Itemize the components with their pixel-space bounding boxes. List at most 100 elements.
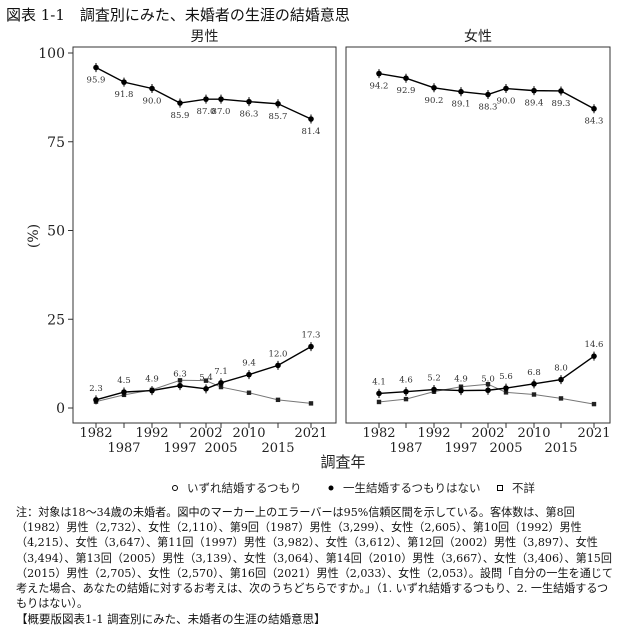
x-tick-label: 1987 [389,441,422,456]
x-axis-label: 調査年 [320,453,365,471]
data-point-never-marry [149,387,155,394]
data-point-marry-someday [121,79,127,85]
y-tick-label: 75 [47,135,65,151]
x-tick-label: 2005 [204,441,237,456]
panel-title: 女性 [464,28,492,45]
y-tick-label: 100 [38,46,65,62]
data-point-never-marry [431,386,437,393]
data-label-marry-someday: 85.9 [171,111,190,121]
x-tick-label: 2010 [232,426,265,441]
legend-label: いずれ結婚するつもり [187,481,302,495]
y-axis-label: (%) [26,224,42,248]
data-point-unknown [485,382,491,387]
data-label-marry-someday: 87.0 [212,107,231,117]
data-label-never-marry: 4.9 [454,375,468,385]
data-point-never-marry [308,343,314,350]
data-label-never-marry: 5.2 [427,374,441,384]
x-tick-label: 2002 [189,426,222,441]
data-label-never-marry: 2.3 [89,384,103,394]
data-label-marry-someday: 95.9 [87,76,106,86]
data-point-never-marry [177,382,183,389]
x-tick-label: 2002 [471,426,504,441]
data-point-never-marry [403,388,409,395]
data-label-marry-someday: 85.7 [269,112,288,122]
data-label-never-marry: 7.1 [214,367,228,377]
data-label-never-marry: 4.9 [145,375,159,385]
data-point-marry-someday [431,84,437,91]
data-point-unknown [203,378,209,383]
data-point-unknown [403,396,409,402]
notes: 注：対象は18～34歳の未婚者。図中のマーカー上のエラーバーは95%信頼区間を示… [16,506,613,611]
data-point-marry-someday [203,96,209,102]
x-tick-label: 1987 [107,441,140,456]
data-label-marry-someday: 91.8 [115,90,134,100]
x-tick-label: 1992 [135,426,168,441]
data-label-marry-someday: 81.4 [302,127,321,137]
data-point-unknown [531,392,537,397]
data-point-marry-someday [275,100,281,107]
data-label-never-marry: 8.0 [554,364,568,374]
data-label-marry-someday: 84.3 [585,117,604,127]
data-label-never-marry: 5.0 [481,374,495,384]
data-point-never-marry [246,371,252,378]
data-label-never-marry: 6.3 [173,370,187,380]
x-tick-label: 1982 [362,426,395,441]
data-point-never-marry [93,397,99,403]
footer-caption: 【概要版図表1-1 調査別にみた、未婚者の生涯の結婚意思】 [16,612,326,626]
data-label-marry-someday: 90.0 [143,97,162,107]
legend-label: 一生結婚するつもりはない [343,481,481,495]
data-point-never-marry [591,353,597,359]
x-tick-label: 2021 [577,426,610,441]
data-point-never-marry [558,376,564,383]
x-tick-label: 2005 [489,441,522,456]
data-point-unknown [177,378,183,383]
data-label-never-marry: 4.6 [399,376,413,386]
x-tick-label: 1997 [444,441,477,456]
data-point-marry-someday [531,87,537,94]
data-point-never-marry [218,379,224,386]
x-tick-label: 1992 [417,426,450,441]
data-label-marry-someday: 90.2 [425,96,444,106]
data-point-marry-someday [177,100,183,106]
data-point-marry-someday [403,75,409,82]
panel-title: 男性 [191,29,219,45]
x-tick-label: 2010 [517,426,550,441]
data-point-marry-someday [308,116,314,122]
y-tick-label: 0 [56,401,65,417]
legend-marker [172,485,178,491]
legend-label: 不詳 [512,481,535,495]
data-point-unknown [308,401,314,406]
data-point-never-marry [275,362,281,369]
data-label-marry-someday: 92.9 [397,86,416,96]
data-point-marry-someday [591,105,597,112]
data-label-never-marry: 17.3 [302,331,321,341]
data-label-marry-someday: 90.0 [497,97,516,107]
data-label-never-marry: 9.4 [242,359,256,369]
data-label-never-marry: 5.4 [199,373,213,383]
data-point-unknown [591,401,597,407]
y-tick-label: 50 [47,224,65,240]
data-point-never-marry [121,389,127,395]
data-label-marry-someday: 89.1 [452,100,471,110]
data-label-marry-someday: 89.3 [552,99,571,109]
data-point-marry-someday [458,88,464,95]
x-tick-label: 1997 [163,441,196,456]
data-point-unknown [376,399,382,405]
data-point-marry-someday [376,70,382,77]
page-title: 図表 1-1 調査別にみた、未婚者の生涯の結婚意思 [6,6,350,24]
data-label-marry-someday: 88.3 [479,103,498,113]
data-label-never-marry: 4.5 [117,376,131,386]
x-tick-label: 2021 [294,426,327,441]
data-label-never-marry: 4.1 [372,377,386,387]
data-point-never-marry [485,387,491,394]
data-label-never-marry: 5.6 [499,372,513,382]
data-label-marry-someday: 89.4 [525,99,544,109]
panel-frame [345,46,611,424]
chart: 0255075100(%)調査年男性1982198719921997200220… [26,28,611,495]
data-label-marry-someday: 94.2 [370,82,389,92]
data-point-never-marry [531,381,537,387]
x-tick-label: 2015 [544,441,577,456]
data-label-marry-someday: 87.0 [197,107,216,117]
x-tick-label: 1982 [79,426,112,441]
data-point-unknown [558,396,564,401]
